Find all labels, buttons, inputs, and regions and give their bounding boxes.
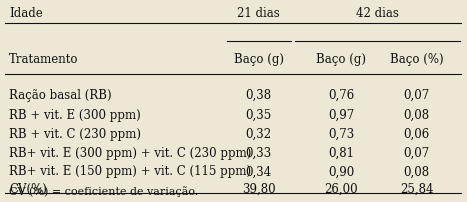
Text: RB+ vit. E (300 ppm) + vit. C (230 ppm): RB+ vit. E (300 ppm) + vit. C (230 ppm) [9, 146, 252, 160]
Text: Idade: Idade [9, 7, 43, 20]
Text: 25,84: 25,84 [400, 183, 433, 196]
Text: Tratamento: Tratamento [9, 54, 79, 66]
Text: Ração basal (RB): Ração basal (RB) [9, 89, 112, 102]
Text: Baço (g): Baço (g) [234, 54, 283, 66]
Text: 42 dias: 42 dias [356, 7, 399, 20]
Text: 0,08: 0,08 [403, 165, 430, 178]
Text: 39,80: 39,80 [242, 183, 276, 196]
Text: 0,32: 0,32 [246, 128, 272, 141]
Text: 21 dias: 21 dias [237, 7, 280, 20]
Text: RB + vit. C (230 ppm): RB + vit. C (230 ppm) [9, 128, 141, 141]
Text: Baço (%): Baço (%) [390, 54, 443, 66]
Text: 0,38: 0,38 [246, 89, 272, 102]
Text: 0,07: 0,07 [403, 89, 430, 102]
Text: 0,08: 0,08 [403, 109, 430, 122]
Text: 0,34: 0,34 [246, 165, 272, 178]
Text: 0,35: 0,35 [246, 109, 272, 122]
Text: 0,90: 0,90 [328, 165, 354, 178]
Text: RB+ vit. E (150 ppm) + vit. C (115 ppm): RB+ vit. E (150 ppm) + vit. C (115 ppm) [9, 165, 251, 178]
Text: CV (%) = coeficiente de variação.: CV (%) = coeficiente de variação. [9, 186, 198, 197]
Text: RB + vit. E (300 ppm): RB + vit. E (300 ppm) [9, 109, 141, 122]
Text: Baço (g): Baço (g) [316, 54, 366, 66]
Text: 0,07: 0,07 [403, 146, 430, 160]
Text: 0,33: 0,33 [246, 146, 272, 160]
Text: CV(%): CV(%) [9, 183, 47, 196]
Text: 0,73: 0,73 [328, 128, 354, 141]
Text: 26,00: 26,00 [324, 183, 358, 196]
Text: 0,81: 0,81 [328, 146, 354, 160]
Text: 0,97: 0,97 [328, 109, 354, 122]
Text: 0,76: 0,76 [328, 89, 354, 102]
Text: 0,06: 0,06 [403, 128, 430, 141]
